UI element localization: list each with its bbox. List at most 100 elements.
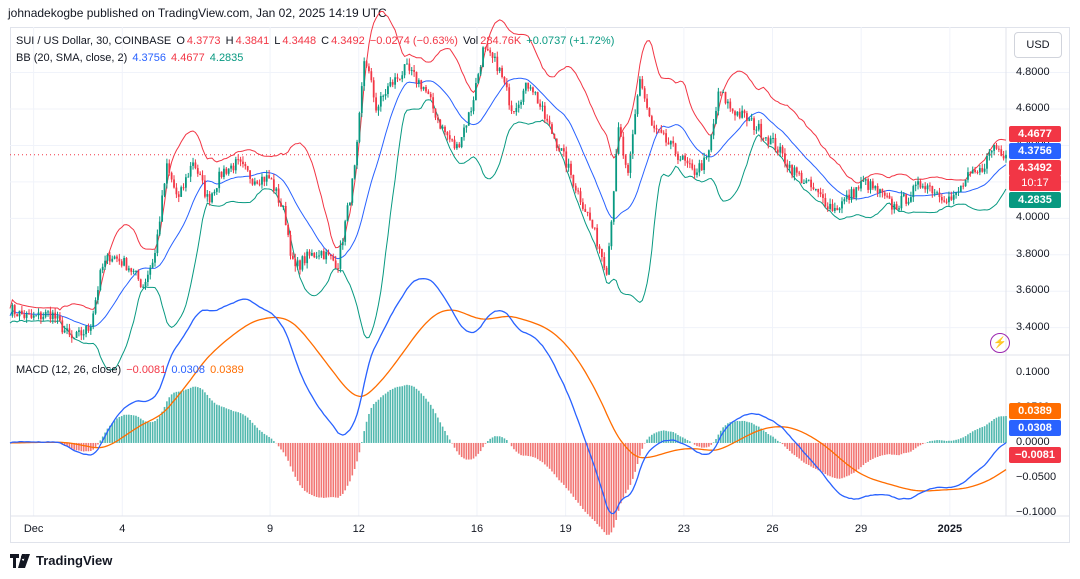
macd-hist-bar	[489, 438, 491, 443]
candle-body	[87, 326, 90, 331]
candle-body	[296, 260, 299, 267]
macd-hist-bar	[567, 442, 570, 491]
macd-hist-bar	[817, 442, 820, 471]
macd-hist-bar	[998, 416, 1000, 443]
macd-hist-bar	[486, 441, 489, 443]
macd-hist-bar	[68, 442, 71, 448]
macd-hist-bar	[75, 442, 78, 451]
bb-lower-line	[9, 99, 1007, 371]
candle-body	[586, 211, 589, 213]
candle-body	[929, 185, 931, 187]
macd-hist-bar	[772, 436, 774, 443]
candle-body	[553, 133, 556, 139]
macd-hist-bar	[413, 386, 415, 443]
candle-body	[879, 189, 881, 193]
macd-hist-bar	[546, 442, 549, 467]
macd-hist-bar	[672, 432, 675, 443]
macd-hist-bar	[170, 394, 173, 443]
low-label: L	[274, 35, 281, 47]
candle-body	[805, 180, 808, 183]
candle-body	[486, 49, 489, 51]
macd-hist-bar	[78, 442, 80, 451]
macd-hist-bar	[729, 422, 732, 443]
currency-button[interactable]: USD	[1014, 32, 1062, 58]
macd-hist-bar	[753, 424, 755, 443]
macd-hist-bar	[73, 442, 75, 450]
macd-hist-bar	[482, 442, 484, 448]
macd-hist-bar	[596, 442, 598, 525]
candle-body	[505, 82, 508, 88]
macd-hist-bar	[698, 442, 701, 447]
macd-hist-bar	[883, 442, 886, 455]
candle-body	[265, 175, 268, 182]
candle-body	[11, 305, 14, 316]
candle-body	[125, 257, 128, 271]
candle-body	[938, 192, 941, 198]
candle-body	[420, 80, 423, 90]
candle-body	[893, 204, 896, 210]
candle-body	[432, 97, 435, 109]
macd-hist-bar	[235, 411, 237, 443]
candle-body	[719, 91, 722, 93]
flash-icon[interactable]: ⚡	[990, 333, 1010, 353]
macd-hist-bar	[135, 415, 137, 443]
candle-body	[301, 256, 304, 270]
candle-body	[907, 201, 910, 204]
candle-body	[427, 91, 430, 95]
macd-hist-bar	[432, 408, 434, 443]
macd-hist-bar	[498, 436, 501, 443]
macd-label[interactable]: MACD (12, 26, close)	[16, 364, 122, 376]
candle-body	[603, 257, 606, 268]
candle-body	[921, 186, 924, 188]
candle-body	[517, 104, 520, 109]
candles-group	[11, 43, 1007, 343]
candle-body	[446, 132, 449, 136]
candle-body	[391, 82, 394, 85]
macd-hist-bar	[938, 440, 941, 443]
candle-body	[470, 111, 473, 113]
macd-hist-bar	[819, 442, 822, 472]
macd-hist-bar	[204, 392, 206, 443]
macd-hist-bar	[986, 424, 988, 443]
footer-text: TradingView	[36, 553, 113, 568]
macd-line	[9, 277, 1007, 515]
price-tick-label: 3.4000	[1016, 320, 1050, 333]
macd-histogram-group	[11, 384, 1007, 535]
bb-label[interactable]: BB (20, SMA, close, 2)	[16, 52, 128, 64]
price-tick-label: 4.6000	[1016, 102, 1050, 114]
macd-hist-bar	[615, 442, 617, 520]
macd-hist-bar	[551, 442, 553, 472]
candle-body	[501, 67, 503, 78]
macd-hist-bar	[914, 442, 917, 449]
candle-body	[66, 328, 68, 331]
macd-hist-bar	[665, 430, 667, 443]
macd-hist-bar	[232, 411, 235, 443]
candle-body	[327, 251, 330, 255]
candle-body	[280, 202, 282, 207]
candle-body	[372, 80, 375, 98]
candle-body	[838, 208, 841, 211]
macd-hist-bar	[520, 442, 522, 456]
symbol-label[interactable]: SUI / US Dollar, 30, COINBASE	[16, 35, 172, 47]
candle-body	[981, 168, 984, 172]
macd-hist-bar	[945, 440, 948, 443]
candle-body	[988, 152, 991, 156]
price-tick-label: 4.0000	[1016, 211, 1050, 224]
candle-body	[406, 63, 408, 65]
macd-hist-bar	[425, 398, 427, 443]
macd-hist-bar	[629, 442, 632, 485]
macd-hist-bar	[798, 442, 800, 459]
candle-body	[230, 165, 232, 169]
candle-body	[900, 195, 903, 209]
macd-hist-bar	[620, 442, 622, 504]
candle-body	[734, 111, 736, 116]
candle-body	[577, 190, 580, 192]
tradingview-logo[interactable]: TradingView	[10, 553, 112, 568]
macd-hist-bar	[527, 442, 530, 457]
candle-body	[819, 192, 822, 195]
macd-hist-bar	[94, 442, 97, 448]
candle-body	[757, 123, 760, 130]
macd-hist-bar	[886, 442, 888, 455]
macd-hist-bar	[299, 442, 301, 486]
